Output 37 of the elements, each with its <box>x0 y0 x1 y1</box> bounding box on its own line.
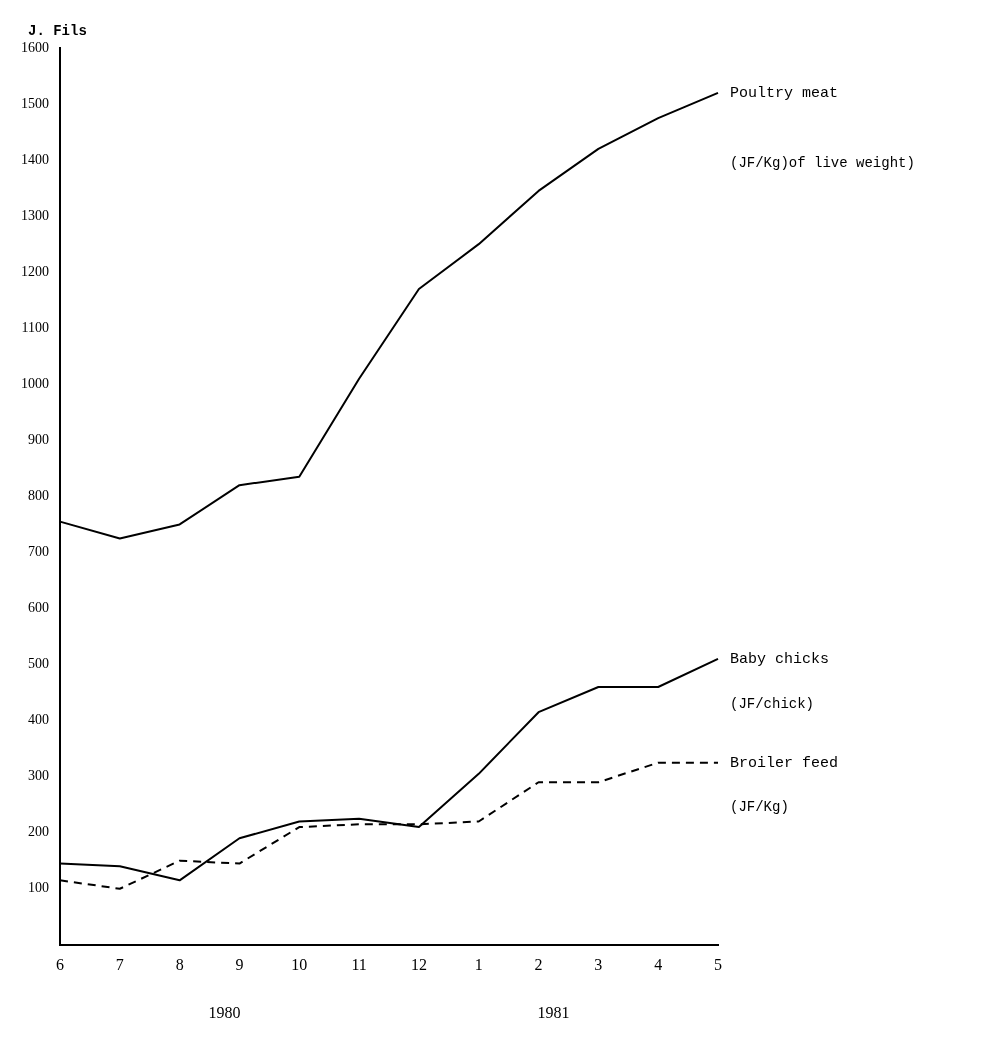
y-axis-title: J. Fils <box>28 22 87 39</box>
y-tick-label: 600 <box>28 600 49 616</box>
y-tick-label: 1400 <box>21 151 49 167</box>
y-tick-label: 800 <box>28 488 49 504</box>
y-tick-label: 1000 <box>21 375 49 391</box>
x-tick-label: 9 <box>235 955 244 973</box>
x-tick-label: 3 <box>594 955 603 973</box>
series-label: Baby chicks <box>730 650 830 668</box>
y-tick-label: 1300 <box>21 207 49 223</box>
y-tick-label: 1200 <box>21 263 49 279</box>
x-tick-label: 11 <box>351 955 367 973</box>
x-tick-label: 8 <box>175 955 184 973</box>
y-tick-label: 1600 <box>21 39 49 55</box>
series-label: Poultry meat <box>730 84 839 102</box>
text: 1980 <box>208 1004 241 1022</box>
x-tick-label: 10 <box>291 955 308 973</box>
y-tick-label: 200 <box>28 824 49 840</box>
x-tick-label: 7 <box>115 955 124 973</box>
y-tick-label: 300 <box>28 768 49 784</box>
x-tick-label: 2 <box>534 955 543 973</box>
y-tick-label: 700 <box>28 544 49 560</box>
y-tick-label: 900 <box>28 432 49 448</box>
series-label: Broiler feed <box>730 754 839 772</box>
text: (JF/Kg) <box>730 799 789 816</box>
y-tick-label: 1100 <box>21 319 49 335</box>
x-tick-label: 5 <box>714 955 722 973</box>
x-tick-label: 4 <box>654 955 663 973</box>
y-tick-label: 500 <box>28 656 49 672</box>
text: (JF/chick) <box>730 695 815 712</box>
x-tick-label: 1 <box>474 955 483 973</box>
text: 1981 <box>537 1004 570 1022</box>
x-tick-label: 6 <box>56 955 64 973</box>
y-tick-label: 400 <box>28 712 49 728</box>
text: (JF/Kg)of live weight) <box>730 154 915 171</box>
x-tick-label: 12 <box>410 955 427 973</box>
y-tick-label: 100 <box>28 880 49 896</box>
y-tick-label: 1500 <box>21 95 49 111</box>
